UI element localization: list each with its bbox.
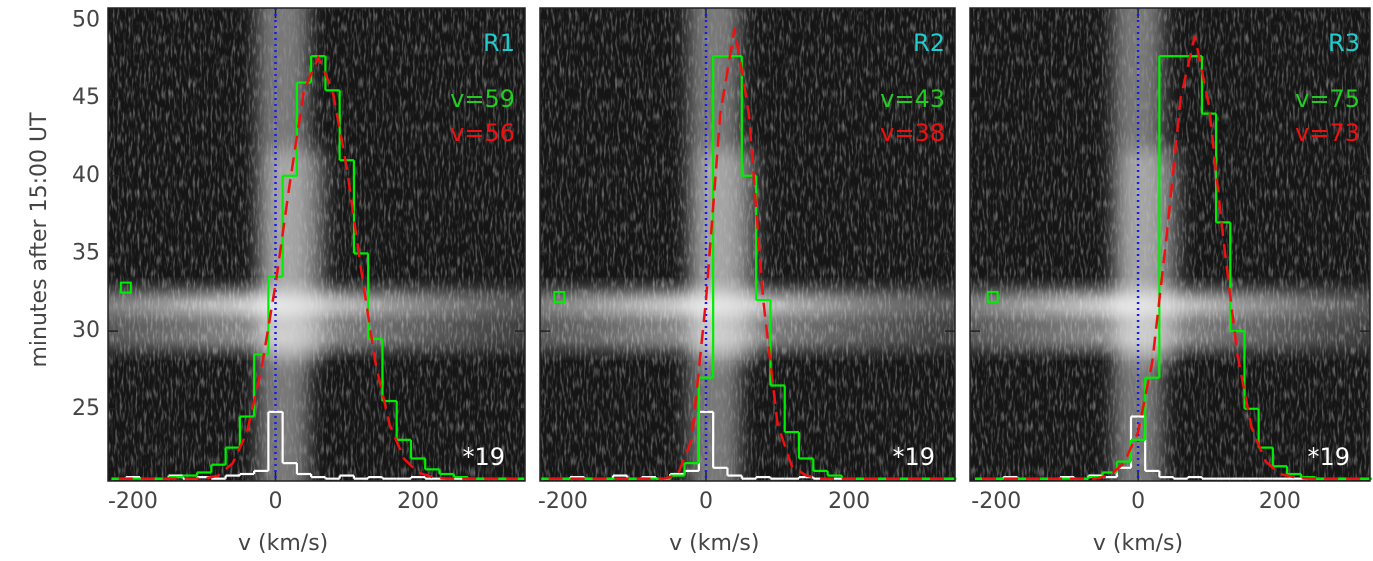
fit-line [982,35,1366,480]
x-tick-label: 0 [1131,489,1145,514]
scale-label: *19 [892,443,935,471]
panel-image [540,8,955,481]
fit-line [118,54,518,480]
panel-label: R1 [483,29,515,57]
x-tick-label: 200 [828,489,870,514]
x-tick-label: -200 [971,489,1021,514]
annotation: v=73 [1295,119,1360,147]
fit-line [548,27,950,480]
y-axis-label: minutes after 15:00 UT [27,112,52,368]
y-tick-label: 45 [72,85,100,110]
panel-image [108,8,525,481]
annotation: v=59 [450,85,515,113]
y-tick-label: 35 [72,240,100,265]
x-tick-label: 0 [699,489,713,514]
scale-label: *19 [462,443,505,471]
annotation: v=43 [880,85,945,113]
panel-label: R3 [1328,29,1360,57]
y-tick-label: 30 [72,318,100,343]
marker [119,281,132,294]
panel-frame [969,7,1371,482]
x-tick-label: -200 [538,489,588,514]
x-tick-label: 200 [397,489,439,514]
x-axis-label: v (km/s) [1093,531,1183,556]
step-riser [669,56,844,479]
x-tick-label: -200 [108,489,158,514]
x-axis-label: v (km/s) [238,531,328,556]
marker [986,290,999,303]
y-tick-label: 25 [72,396,100,421]
scale-label: *19 [1307,443,1350,471]
x-axis-label: v (km/s) [669,531,759,556]
panel-frame [107,7,526,482]
annotation: v=56 [450,119,515,147]
y-tick-label: 50 [72,7,100,32]
annotation: v=75 [1295,85,1360,113]
y-tick-label: 40 [72,163,100,188]
panel-frame [539,7,956,482]
step-riser [1087,56,1317,479]
image-glow [697,149,756,363]
marker [553,290,566,303]
panel-label: R2 [913,29,945,57]
image-glow [266,149,325,363]
image-glow [1122,149,1178,363]
annotation: v=38 [880,119,945,147]
panel-image [970,8,1370,481]
x-tick-label: 0 [269,489,283,514]
x-tick-label: 200 [1259,489,1301,514]
